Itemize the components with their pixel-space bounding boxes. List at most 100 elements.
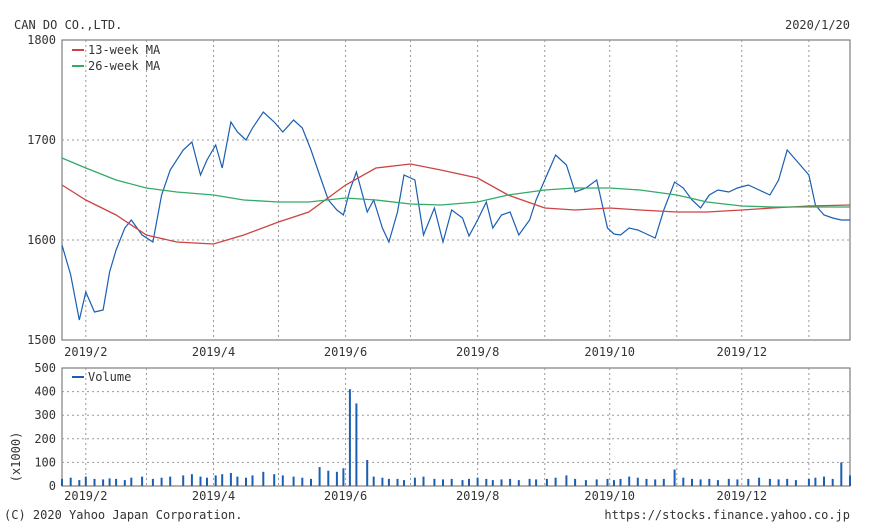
legend-label: 26-week MA <box>88 59 161 73</box>
volume-bar <box>476 477 479 486</box>
chart-date: 2020/1/20 <box>784 18 850 32</box>
volume-y-tick-label: 200 <box>34 432 56 446</box>
volume-axis-unit: (x1000) <box>9 432 23 483</box>
volume-bar <box>606 478 609 486</box>
volume-x-tick-label: 2019/8 <box>456 489 499 503</box>
price-y-tick-label: 1500 <box>27 333 56 347</box>
volume-x-tick-label: 2019/6 <box>324 489 367 503</box>
volume-bar <box>206 477 208 486</box>
volume-bar <box>348 389 351 486</box>
volume-bar <box>461 480 464 486</box>
volume-bar <box>151 478 154 486</box>
volume-bar <box>433 478 436 486</box>
price-x-tick-label: 2019/12 <box>716 345 767 359</box>
source-url: https://stocks.finance.yahoo.co.jp <box>604 508 850 522</box>
volume-bar <box>554 477 557 486</box>
volume-bar <box>823 476 825 486</box>
price-y-tick-label: 1600 <box>27 233 56 247</box>
volume-bar <box>727 478 730 486</box>
volume-bar <box>814 477 817 486</box>
volume-bar <box>342 468 345 486</box>
volume-bar <box>318 467 321 486</box>
volume-bar <box>214 475 217 486</box>
price-y-tick-label: 1700 <box>27 133 56 147</box>
legend-label: 13-week MA <box>88 43 161 57</box>
price-x-tick-label: 2019/8 <box>456 345 499 359</box>
volume-bar <box>758 477 761 486</box>
volume-bar <box>691 478 693 486</box>
volume-bar <box>123 480 126 486</box>
volume-bar <box>301 477 304 486</box>
volume-y-tick-label: 100 <box>34 455 56 469</box>
volume-bar <box>281 475 284 486</box>
volume-x-tick-label: 2019/12 <box>716 489 767 503</box>
ma13-series-line <box>61 163 851 245</box>
volume-bar <box>613 480 615 486</box>
volume-bar <box>628 476 631 486</box>
volume-bar <box>372 476 375 486</box>
volume-bar <box>413 477 416 486</box>
volume-bar <box>61 478 63 486</box>
price-x-tick-label: 2019/4 <box>192 345 235 359</box>
volume-bar <box>654 479 657 486</box>
volume-bar <box>422 476 425 486</box>
volume-bar <box>662 478 665 486</box>
volume-bar <box>747 478 750 486</box>
volume-bar <box>102 479 105 486</box>
volume-bar <box>236 476 239 486</box>
ma26-series-line <box>61 157 850 208</box>
volume-bar <box>831 478 834 486</box>
volume-bar <box>366 460 369 486</box>
volume-bar <box>442 479 444 486</box>
volume-bar <box>182 475 185 486</box>
volume-bar <box>221 474 224 486</box>
volume-bar <box>403 480 405 486</box>
volume-bar <box>500 479 503 486</box>
volume-y-tick-label: 500 <box>34 361 56 375</box>
volume-bar <box>84 476 87 486</box>
volume-bar <box>396 478 399 486</box>
volume-bar <box>517 480 520 486</box>
price-x-tick-label: 2019/6 <box>324 345 367 359</box>
volume-bar <box>245 477 247 486</box>
volume-bar <box>468 478 470 486</box>
price-panel: 1500 1600 1700 1800 2019/2 2019/4 2019/6 2019/8… <box>27 33 851 359</box>
volume-bar <box>595 479 598 486</box>
volume-y-tick-label: 300 <box>34 408 56 422</box>
volume-y-tick-label: 0 <box>49 479 56 493</box>
volume-bar <box>108 478 111 486</box>
volume-bar <box>199 476 202 486</box>
volume-bar <box>450 478 453 486</box>
volume-x-tick-label: 2019/10 <box>584 489 635 503</box>
volume-bar <box>786 478 789 486</box>
volume-bar <box>381 477 384 486</box>
volume-bar <box>708 478 711 486</box>
volume-bar <box>262 471 265 486</box>
volume-bar <box>574 478 577 486</box>
volume-bar <box>169 476 172 486</box>
price-x-tick-label: 2019/2 <box>64 345 107 359</box>
volume-bar <box>840 462 843 486</box>
plot-frame <box>61 367 851 487</box>
volume-bar <box>141 476 144 486</box>
price-y-tick-label: 1800 <box>27 33 56 47</box>
volume-bar <box>673 469 676 486</box>
volume-bar <box>584 480 587 486</box>
volume-bar <box>768 478 771 486</box>
volume-bar <box>387 478 390 486</box>
volume-bar <box>355 403 358 486</box>
volume-bar <box>78 480 81 486</box>
volume-bar <box>736 479 739 486</box>
volume-bar <box>682 477 685 486</box>
volume-bar <box>93 478 96 486</box>
volume-bar <box>251 475 254 486</box>
volume-bar <box>115 478 118 486</box>
volume-bar <box>535 479 538 486</box>
volume-bar <box>849 475 851 486</box>
volume-bar <box>528 478 531 486</box>
volume-bar <box>335 471 338 486</box>
volume-bar <box>310 478 312 486</box>
price-series-line <box>61 111 850 321</box>
volume-bar <box>565 475 568 486</box>
volume-bar <box>619 478 622 486</box>
